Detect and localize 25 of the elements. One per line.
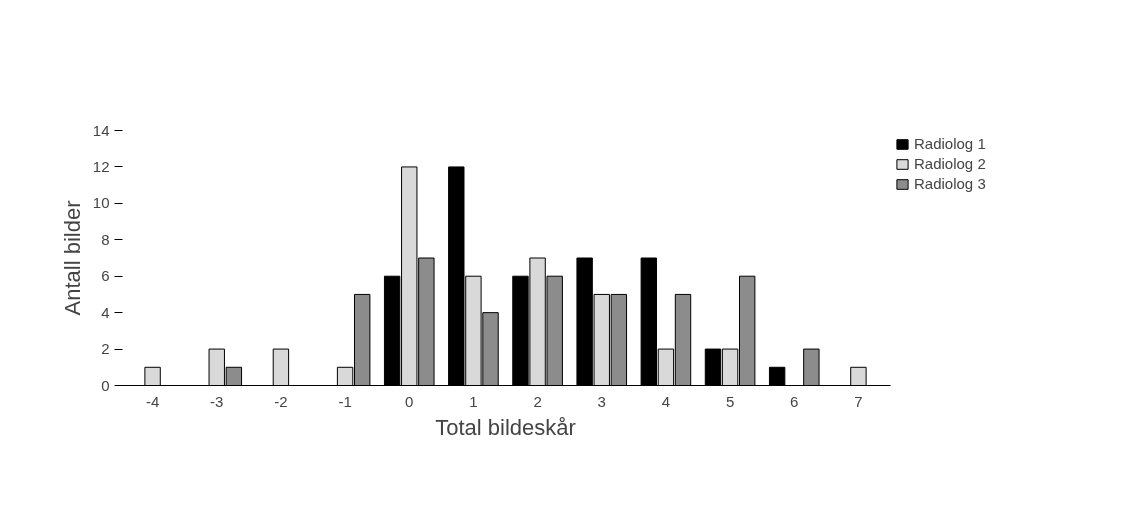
- y-tick-label: 10: [92, 194, 110, 212]
- legend-label: Radiolog 3: [914, 175, 986, 192]
- x-tick-label: 5: [725, 392, 735, 410]
- x-tick-label: 0: [405, 392, 414, 410]
- x-tick-label: -2: [274, 392, 288, 410]
- y-tick-label: 0: [101, 376, 110, 394]
- legend-label: Radiolog 1: [914, 135, 986, 152]
- x-tick-label: 6: [790, 392, 799, 410]
- x-tick-label: -1: [338, 392, 352, 410]
- y-tick-label: 6: [101, 267, 110, 285]
- y-tick-label: 14: [92, 121, 110, 139]
- x-tick-label: -4: [145, 392, 160, 410]
- y-tick-label: 12: [92, 157, 110, 175]
- x-axis-title: Total bildeskår: [435, 414, 576, 440]
- x-tick-label: 1: [469, 392, 478, 410]
- x-tick-label: 4: [661, 392, 671, 410]
- y-tick-label: 4: [101, 303, 110, 321]
- y-axis-title: Antall bilder: [59, 200, 85, 316]
- x-tick-label: 7: [854, 392, 863, 410]
- y-tick-label: 8: [101, 230, 110, 248]
- x-tick-label: -3: [210, 392, 224, 410]
- x-tick-label: 2: [533, 392, 542, 410]
- legend-label: Radiolog 2: [914, 155, 986, 172]
- y-tick-label: 2: [101, 340, 110, 358]
- x-tick-label: 3: [597, 392, 606, 410]
